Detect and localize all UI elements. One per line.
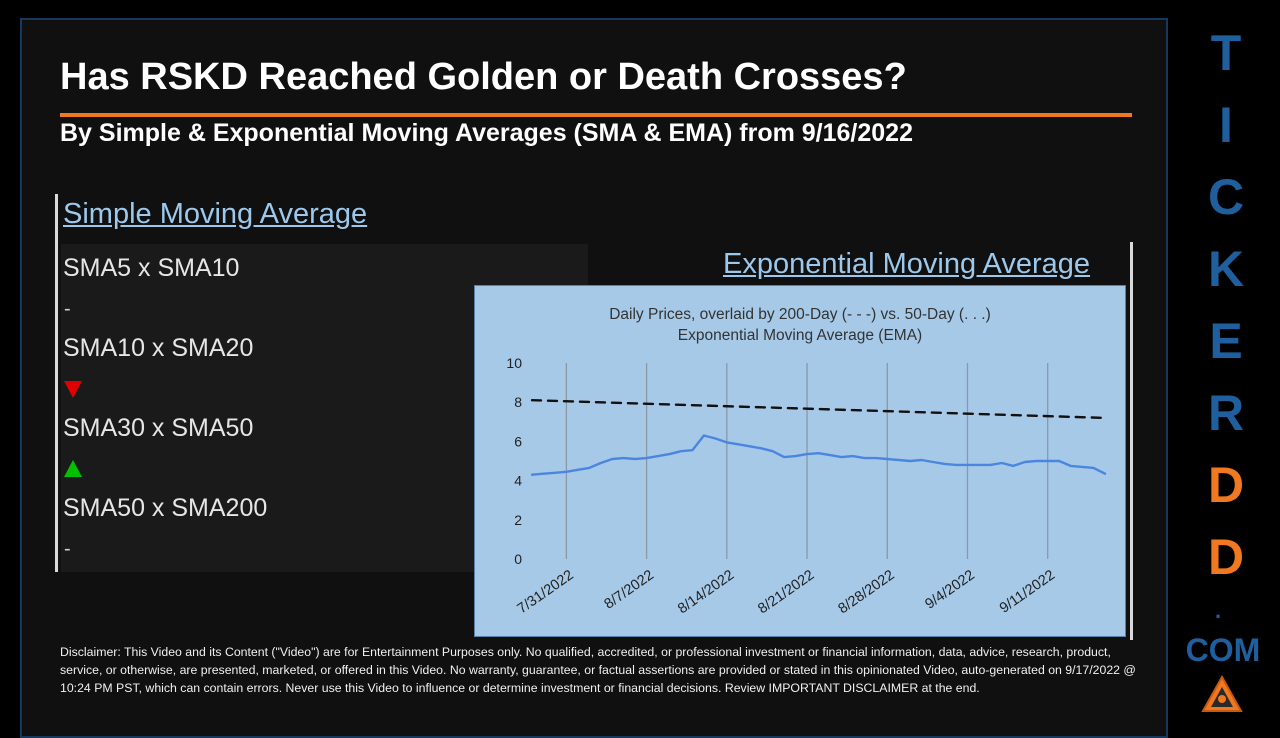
x-tick-label: 9/11/2022 [997,567,1058,616]
disclaimer-text: Disclaimer: This Video and its Content (… [60,645,1136,695]
sma-signal-up-icon [64,460,82,482]
chart-subtitle: Exponential Moving Average (EMA) [678,327,922,344]
y-tick-label: 0 [514,551,522,567]
ema-chart-svg: Daily Prices, overlaid by 200-Day (- - -… [506,306,1107,617]
y-tick-label: 10 [506,355,522,371]
sma-row-label: SMA50 x SMA200 [63,494,268,522]
x-tick-label: 8/28/2022 [836,567,898,617]
sma-signal-neutral: - [64,538,71,560]
sma-row-label: SMA10 x SMA20 [63,334,254,362]
sma-row-label: SMA5 x SMA10 [63,254,240,282]
ema200-series-line [530,398,1107,420]
chart-title: Daily Prices, overlaid by 200-Day (- - -… [609,306,991,323]
price-series-line [530,434,1107,476]
brand-letter: E [1209,313,1243,369]
brand-letter: T [1210,25,1242,81]
sma-heading: Simple Moving Average [63,198,368,230]
title-divider [60,113,1132,117]
brand-letter: D [1207,457,1245,513]
sma-row-label: SMA30 x SMA50 [63,414,254,442]
slide-title: Has RSKD Reached Golden or Death Crosses… [60,56,907,98]
x-tick-label: 8/7/2022 [601,567,656,612]
y-tick-label: 4 [514,473,522,489]
brand-logo-icon [1200,674,1244,719]
brand-letter: D [1207,529,1245,585]
sma-signal-neutral: - [64,298,71,320]
ema-heading: Exponential Moving Average [723,248,1091,280]
x-tick-label: 9/4/2022 [922,567,977,612]
brand-dot: . [1215,598,1222,623]
ema-chart: Daily Prices, overlaid by 200-Day (- - -… [474,285,1126,637]
y-tick-label: 8 [514,394,522,410]
y-tick-label: 2 [514,512,522,528]
sma-panel: Simple Moving Average SMA5 x SMA10 - SMA… [55,194,588,572]
sma-signal-down-icon [64,381,82,403]
x-tick-label: 8/21/2022 [755,567,817,617]
ema-panel-accent [1130,242,1133,640]
brand-letter: K [1207,241,1245,297]
slide-subtitle: By Simple & Exponential Moving Averages … [60,119,913,147]
y-tick-label: 6 [514,433,522,449]
x-tick-label: 7/31/2022 [515,567,577,617]
brand-com: COM [1185,632,1261,668]
brand-letter: R [1207,385,1245,441]
brand-letter: I [1219,97,1233,153]
brand-letter: C [1207,169,1245,225]
x-tick-label: 8/14/2022 [675,567,737,617]
